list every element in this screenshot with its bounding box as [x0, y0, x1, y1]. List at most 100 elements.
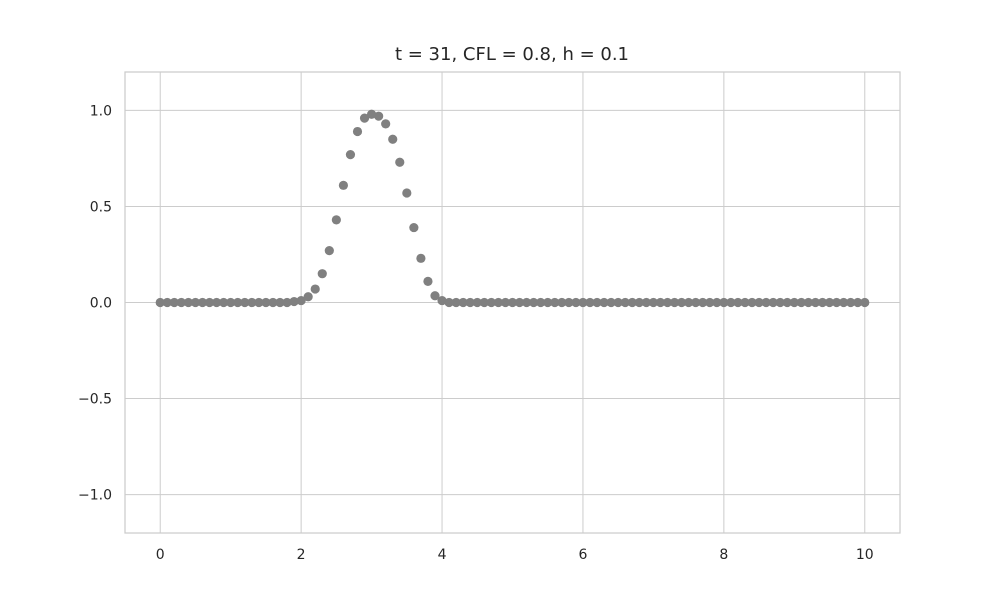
data-point	[226, 297, 236, 308]
y-tick-label: 1.0	[90, 103, 112, 119]
data-point	[395, 157, 405, 167]
data-point	[211, 297, 222, 308]
data-point	[775, 297, 785, 308]
data-point	[402, 188, 412, 198]
data-point	[768, 297, 778, 308]
data-point	[472, 297, 482, 308]
data-point	[846, 297, 856, 308]
data-point	[712, 297, 722, 308]
axes-frame	[124, 71, 901, 534]
data-point	[359, 113, 370, 123]
data-point	[817, 297, 828, 308]
data-point	[620, 297, 630, 308]
data-point	[831, 297, 842, 308]
data-point	[219, 297, 229, 308]
x-tick-label: 8	[719, 547, 728, 563]
data-point	[733, 297, 743, 308]
data-point	[338, 180, 349, 190]
data-point	[613, 297, 623, 308]
data-point	[719, 297, 729, 308]
data-point	[627, 297, 637, 308]
data-point	[641, 297, 651, 308]
data-point	[331, 215, 341, 225]
data-point	[592, 297, 602, 308]
data-point	[514, 297, 525, 308]
data-point	[782, 297, 792, 308]
data-point	[550, 297, 560, 308]
data-point	[796, 297, 806, 308]
data-point	[437, 295, 447, 306]
data-point	[197, 297, 208, 308]
data-point	[430, 291, 440, 301]
data-point	[684, 297, 694, 308]
data-point	[662, 297, 673, 308]
data-point	[374, 111, 384, 121]
data-point	[204, 297, 215, 308]
data-point	[860, 297, 870, 308]
data-point	[543, 297, 553, 308]
data-point	[233, 297, 243, 308]
data-point	[536, 297, 546, 308]
data-point	[599, 297, 609, 308]
data-point	[352, 126, 363, 137]
data-point	[162, 297, 172, 308]
data-point	[564, 297, 574, 308]
data-point	[444, 297, 454, 308]
data-point	[585, 297, 595, 308]
data-point	[190, 297, 201, 308]
data-point	[606, 297, 616, 308]
data-point	[296, 295, 306, 306]
data-point	[655, 297, 666, 308]
chart-title: t = 31, CFL = 0.8, h = 0.1	[394, 44, 630, 65]
data-point	[261, 297, 271, 308]
data-point	[479, 297, 489, 308]
data-point	[458, 297, 468, 308]
data-point	[669, 297, 680, 308]
data-point	[247, 297, 257, 308]
data-point	[726, 297, 736, 308]
data-point	[810, 297, 821, 308]
data-point	[578, 297, 588, 308]
data-point	[240, 297, 250, 308]
x-tick-labels: 0 2 4 6 8 10	[156, 547, 874, 563]
x-tick-label: 6	[578, 547, 587, 563]
data-point	[571, 297, 581, 308]
x-tick-label: 4	[438, 547, 447, 563]
data-point	[740, 297, 750, 308]
data-point	[317, 269, 327, 279]
y-tick-label: 0.5	[90, 199, 112, 215]
data-point	[254, 297, 264, 308]
data-points	[155, 109, 870, 308]
data-point	[465, 297, 475, 308]
data-point	[521, 297, 532, 308]
data-point	[388, 134, 398, 144]
data-point	[691, 297, 701, 308]
data-point	[789, 297, 799, 308]
data-point	[839, 297, 849, 308]
data-point	[698, 297, 708, 308]
data-point	[754, 297, 764, 308]
data-point	[282, 297, 292, 308]
data-point	[345, 149, 356, 160]
data-point	[423, 276, 433, 286]
data-point	[176, 297, 186, 308]
data-point	[289, 296, 299, 307]
data-point	[310, 284, 320, 294]
data-point	[529, 297, 539, 308]
data-point	[169, 297, 179, 308]
data-point	[451, 297, 461, 308]
data-point	[557, 297, 567, 308]
data-point	[507, 297, 518, 308]
x-tick-label: 10	[856, 547, 874, 563]
data-point	[183, 297, 194, 308]
data-point	[705, 297, 715, 308]
data-point	[634, 297, 644, 308]
y-tick-labels: −1.0 −0.5 0.0 0.5 1.0	[78, 103, 112, 503]
data-point	[324, 246, 334, 256]
x-tick-label: 0	[156, 547, 165, 563]
data-point	[268, 297, 278, 308]
data-point	[747, 297, 757, 308]
data-point	[676, 297, 687, 308]
data-point	[381, 119, 391, 129]
data-point	[409, 222, 419, 233]
